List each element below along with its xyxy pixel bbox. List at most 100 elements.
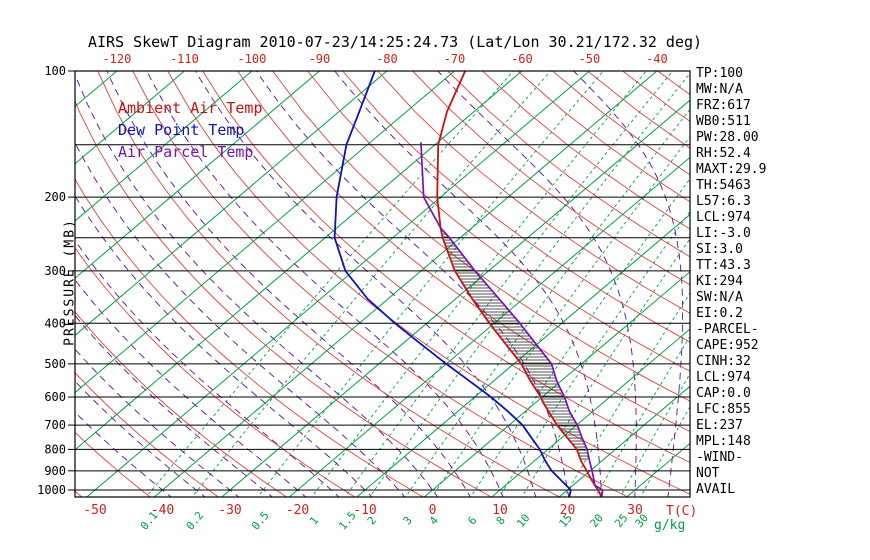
stat-line: NOT [696,466,720,481]
isotherm-line [153,71,658,497]
stat-line: CAPE:952 [696,338,759,353]
bottom-temp-tick-label: 20 [560,503,576,518]
dry-adiabat-line [132,71,629,497]
pressure-tick-label: 700 [44,418,66,432]
mixing-ratio-tick-label: 10 [514,511,532,530]
pressure-tick-label: 300 [44,264,66,278]
top-temp-tick-label: -70 [444,52,466,66]
moist-adiabat-line [146,71,504,497]
stat-line: EL:237 [696,418,743,433]
isotherm-line [75,71,320,279]
dry-adiabat-line [412,71,690,286]
mixing-ratio-tick-label: 0.2 [184,509,207,533]
stat-line: EI:0.2 [696,306,743,321]
bottom-temp-tick-label: -50 [83,503,106,518]
moist-adiabat-line [75,314,274,497]
top-temp-tick-label: -120 [102,52,131,66]
isotherm-line [423,271,690,497]
stat-line: SW:N/A [696,290,743,305]
bottom-temp-tick-label: -40 [151,503,174,518]
mixing-ratio-line [191,71,551,497]
mixing-ratio-line [563,292,690,497]
top-temp-tick-label: -90 [309,52,331,66]
mixing-ratio-tick-label: 1 [307,514,321,527]
plot-area [75,71,690,497]
dry-adiabat-line [75,99,493,497]
moist-adiabat-line [256,71,570,497]
dry-adiabat-line [75,246,356,497]
stat-line: LCL:974 [696,370,751,385]
ambient-temp-curve [436,71,603,497]
pressure-tick-label: 400 [44,316,66,330]
legend-air-parcel-temp: Air Parcel Temp [118,143,254,161]
stat-line: L57:6.3 [696,194,751,209]
mixing-ratio-line [594,335,690,497]
top-temp-tick-label: -110 [170,52,199,66]
pressure-tick-label: 100 [44,64,66,78]
mixing-ratio-tick-label: 3 [401,514,415,527]
mixing-ratio-tick-label: 20 [587,511,605,530]
isotherm-line [75,71,455,394]
legend-ambient-air-temp: Ambient Air Temp [118,99,263,117]
bottom-temp-tick-label: -10 [353,503,376,518]
stat-line: CINH:32 [696,354,751,369]
legend: Ambient Air Temp Dew Point Temp Air Parc… [118,97,263,163]
cape-hatch [441,230,590,460]
pressure-tick-label: 500 [44,357,66,371]
dew-point-curve [333,71,572,497]
stat-line: WB0:511 [696,114,751,129]
stat-line: AVAIL [696,482,736,497]
stat-line: SI:3.0 [696,242,743,257]
moist-adiabat-line [75,348,240,497]
isotherm-line [75,71,253,222]
bottom-temp-tick-label: 10 [492,503,508,518]
stat-line: CAP:0.0 [696,386,751,401]
mixing-ratio-line [311,71,647,497]
stat-line: KI:294 [696,274,743,289]
mixing-unit-label: g/kg [654,518,686,533]
isotherm-line [75,71,118,108]
mixing-ratio-line [431,136,690,497]
mixing-ratio-line [405,108,690,497]
dry-adiabat-line [167,71,690,495]
stat-line: RH:52.4 [696,146,751,161]
stat-line: MW:N/A [696,82,743,97]
stat-line: LCL:974 [696,210,751,225]
stat-line: TP:100 [696,66,743,81]
legend-dew-point-temp: Dew Point Temp [118,121,245,139]
pressure-tick-label: 800 [44,442,66,456]
isotherm-line [356,213,690,497]
isotherm-line [221,99,690,497]
dry-adiabat-line [75,372,220,497]
mixing-ratio-line [145,71,514,497]
isotherms [75,71,690,497]
stat-line: -WIND- [696,450,743,465]
dry-adiabat-line [377,71,690,314]
parcel-temp-curve [420,142,604,497]
isotherm-line [75,71,388,336]
stat-line: PW:28.00 [696,130,759,145]
dry-adiabat-line [75,178,424,497]
isotherm-line [75,71,185,165]
chart-title: AIRS SkewT Diagram 2010-07-23/14:25:24.7… [87,33,703,51]
dry-adiabat-line [447,71,690,258]
top-temp-tick-label: -60 [511,52,533,66]
dry-adiabat-line [307,71,690,372]
isotherm-line [86,71,590,497]
moist-adiabat-line [75,279,307,497]
top-temp-tick-label: -80 [376,52,398,66]
pressure-axis-label: PRESSURE (MB) [62,218,78,346]
top-temp-tick-label: -40 [646,52,668,66]
stat-line: TH:5463 [696,178,751,193]
stat-line: TT:43.3 [696,258,751,273]
bottom-temp-tick-label: 30 [627,503,643,518]
moist-adiabat-line [75,239,340,497]
stat-line: MPL:148 [696,434,751,449]
mixing-ratio-tick-label: 6 [465,514,479,527]
mixing-ratio-line [470,178,690,497]
top-temp-tick-label: -50 [579,52,601,66]
stat-line: LFC:855 [696,402,751,417]
dry-adiabat-line [272,71,690,402]
plot-frame [74,70,691,498]
